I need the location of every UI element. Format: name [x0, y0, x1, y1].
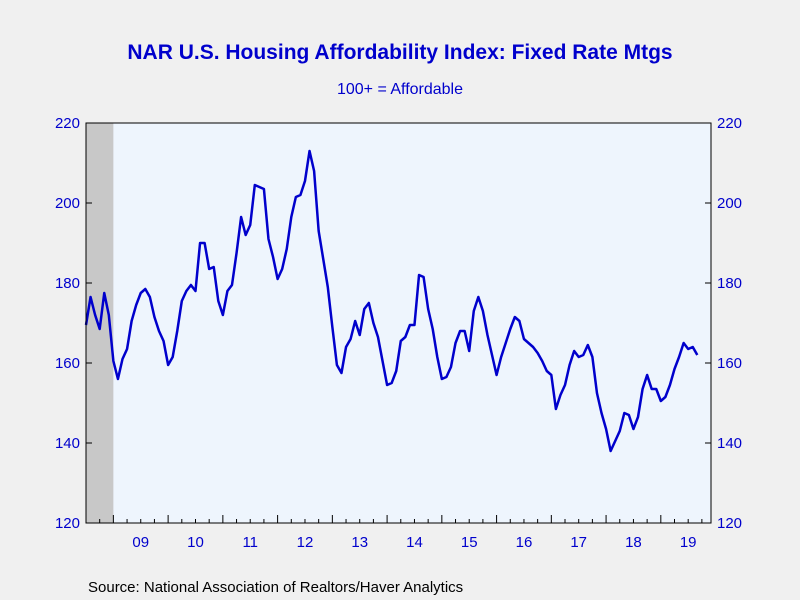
x-tick-label: 09 [132, 534, 149, 551]
x-tick-label: 10 [187, 534, 204, 551]
y-tick-label-right: 220 [717, 115, 742, 132]
y-tick-label-left: 160 [55, 355, 80, 372]
y-tick-label-left: 180 [55, 275, 80, 292]
y-tick-label-left: 220 [55, 115, 80, 132]
chart-title: NAR U.S. Housing Affordability Index: Fi… [127, 41, 672, 64]
y-tick-label-left: 140 [55, 435, 80, 452]
x-tick-label: 11 [242, 534, 258, 551]
y-tick-label-left: 120 [55, 515, 80, 532]
x-tick-label: 17 [570, 534, 587, 551]
y-tick-label-right: 120 [717, 515, 742, 532]
y-tick-label-right: 160 [717, 355, 742, 372]
source-note: Source: National Association of Realtors… [88, 579, 463, 596]
x-tick-label: 19 [680, 534, 697, 551]
y-tick-label-right: 140 [717, 435, 742, 452]
x-tick-label: 14 [406, 534, 423, 551]
y-tick-label-right: 180 [717, 275, 742, 292]
axis-ticks-group: 120 120 140 140 160 160 180 180 200 200 220 220 09 10… [55, 115, 742, 551]
x-tick-label: 16 [516, 534, 533, 551]
series-line-0 [84, 149, 699, 453]
y-tick-label-right: 200 [717, 195, 742, 212]
x-tick-label: 18 [625, 534, 642, 551]
chart-subtitle: 100+ = Affordable [337, 81, 463, 98]
series-group [84, 149, 699, 453]
plot-area [85, 122, 712, 524]
y-tick-label-left: 200 [55, 195, 80, 212]
plot-frame [85, 122, 712, 524]
x-tick-label: 12 [297, 534, 314, 551]
x-tick-label: 15 [461, 534, 478, 551]
x-tick-label: 13 [351, 534, 368, 551]
